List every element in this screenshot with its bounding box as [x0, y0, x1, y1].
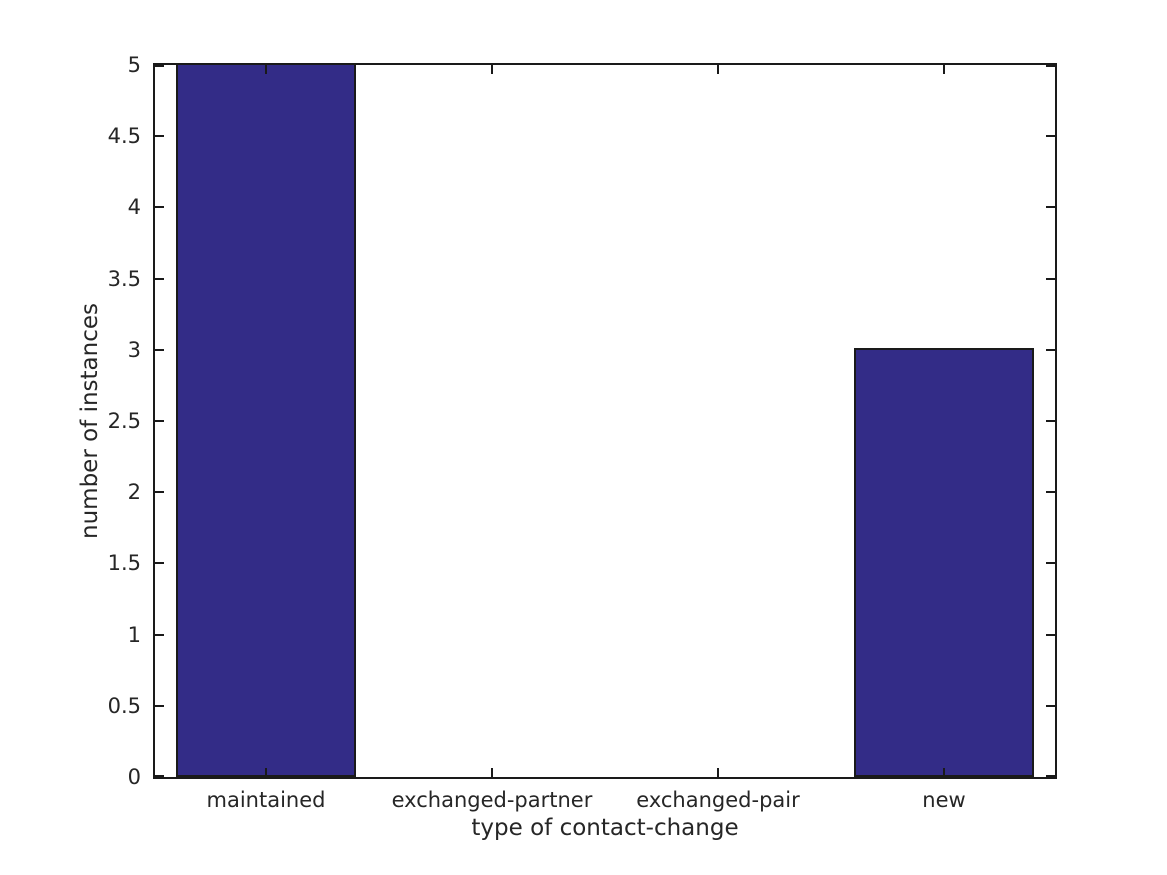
y-tick-label: 0.5 [107, 693, 141, 718]
y-tick-right [1046, 135, 1055, 138]
y-tick-label: 3.5 [107, 266, 141, 291]
x-tick-label-exchanged-pair: exchanged-pair [636, 788, 800, 812]
x-tick-top [943, 65, 945, 74]
y-axis-label: number of instances [77, 303, 103, 539]
x-tick-label-exchanged-partner: exchanged-partner [391, 788, 593, 812]
x-tick-bottom [717, 768, 719, 777]
y-tick-right [1046, 704, 1055, 707]
y-tick-right [1046, 277, 1055, 280]
bar-maintained [175, 63, 357, 777]
y-tick-right [1046, 775, 1055, 777]
y-tick-label: 2 [127, 480, 141, 505]
y-tick-left [155, 135, 164, 138]
y-tick-left [155, 65, 164, 67]
y-tick-label: 5 [127, 53, 141, 77]
x-tick-top [265, 65, 267, 74]
y-tick-right [1046, 348, 1055, 351]
y-tick-left [155, 704, 164, 707]
y-tick-left [155, 491, 164, 494]
y-tick-right [1046, 420, 1055, 422]
y-tick-left [155, 562, 164, 565]
x-axis-label: type of contact-change [471, 815, 739, 841]
x-tick-label-maintained: maintained [206, 788, 326, 812]
y-tick-left [155, 633, 164, 636]
y-tick-label: 4.5 [107, 124, 141, 149]
y-tick-left [155, 206, 164, 209]
x-tick-bottom [265, 768, 267, 777]
plot-area [153, 63, 1057, 779]
y-tick-right [1046, 491, 1055, 494]
y-tick-left [155, 277, 164, 280]
y-tick-right [1046, 562, 1055, 565]
x-tick-bottom [491, 768, 493, 777]
x-tick-top [491, 65, 493, 74]
y-tick-right [1046, 206, 1055, 209]
y-tick-label: 1 [127, 622, 141, 647]
y-tick-left [155, 420, 164, 422]
y-tick-label: 4 [127, 195, 141, 220]
y-tick-right [1046, 633, 1055, 636]
y-tick-label: 1.5 [107, 551, 141, 576]
y-tick-left [155, 775, 164, 777]
y-tick-label: 3 [127, 337, 141, 362]
x-tick-bottom [943, 768, 945, 777]
y-tick-right [1046, 65, 1055, 67]
bar-new [853, 347, 1035, 777]
y-tick-left [155, 348, 164, 351]
x-tick-top [717, 65, 719, 74]
y-tick-label: 0 [127, 765, 141, 789]
x-tick-label-new: new [922, 788, 966, 812]
y-tick-label: 2.5 [107, 409, 141, 433]
